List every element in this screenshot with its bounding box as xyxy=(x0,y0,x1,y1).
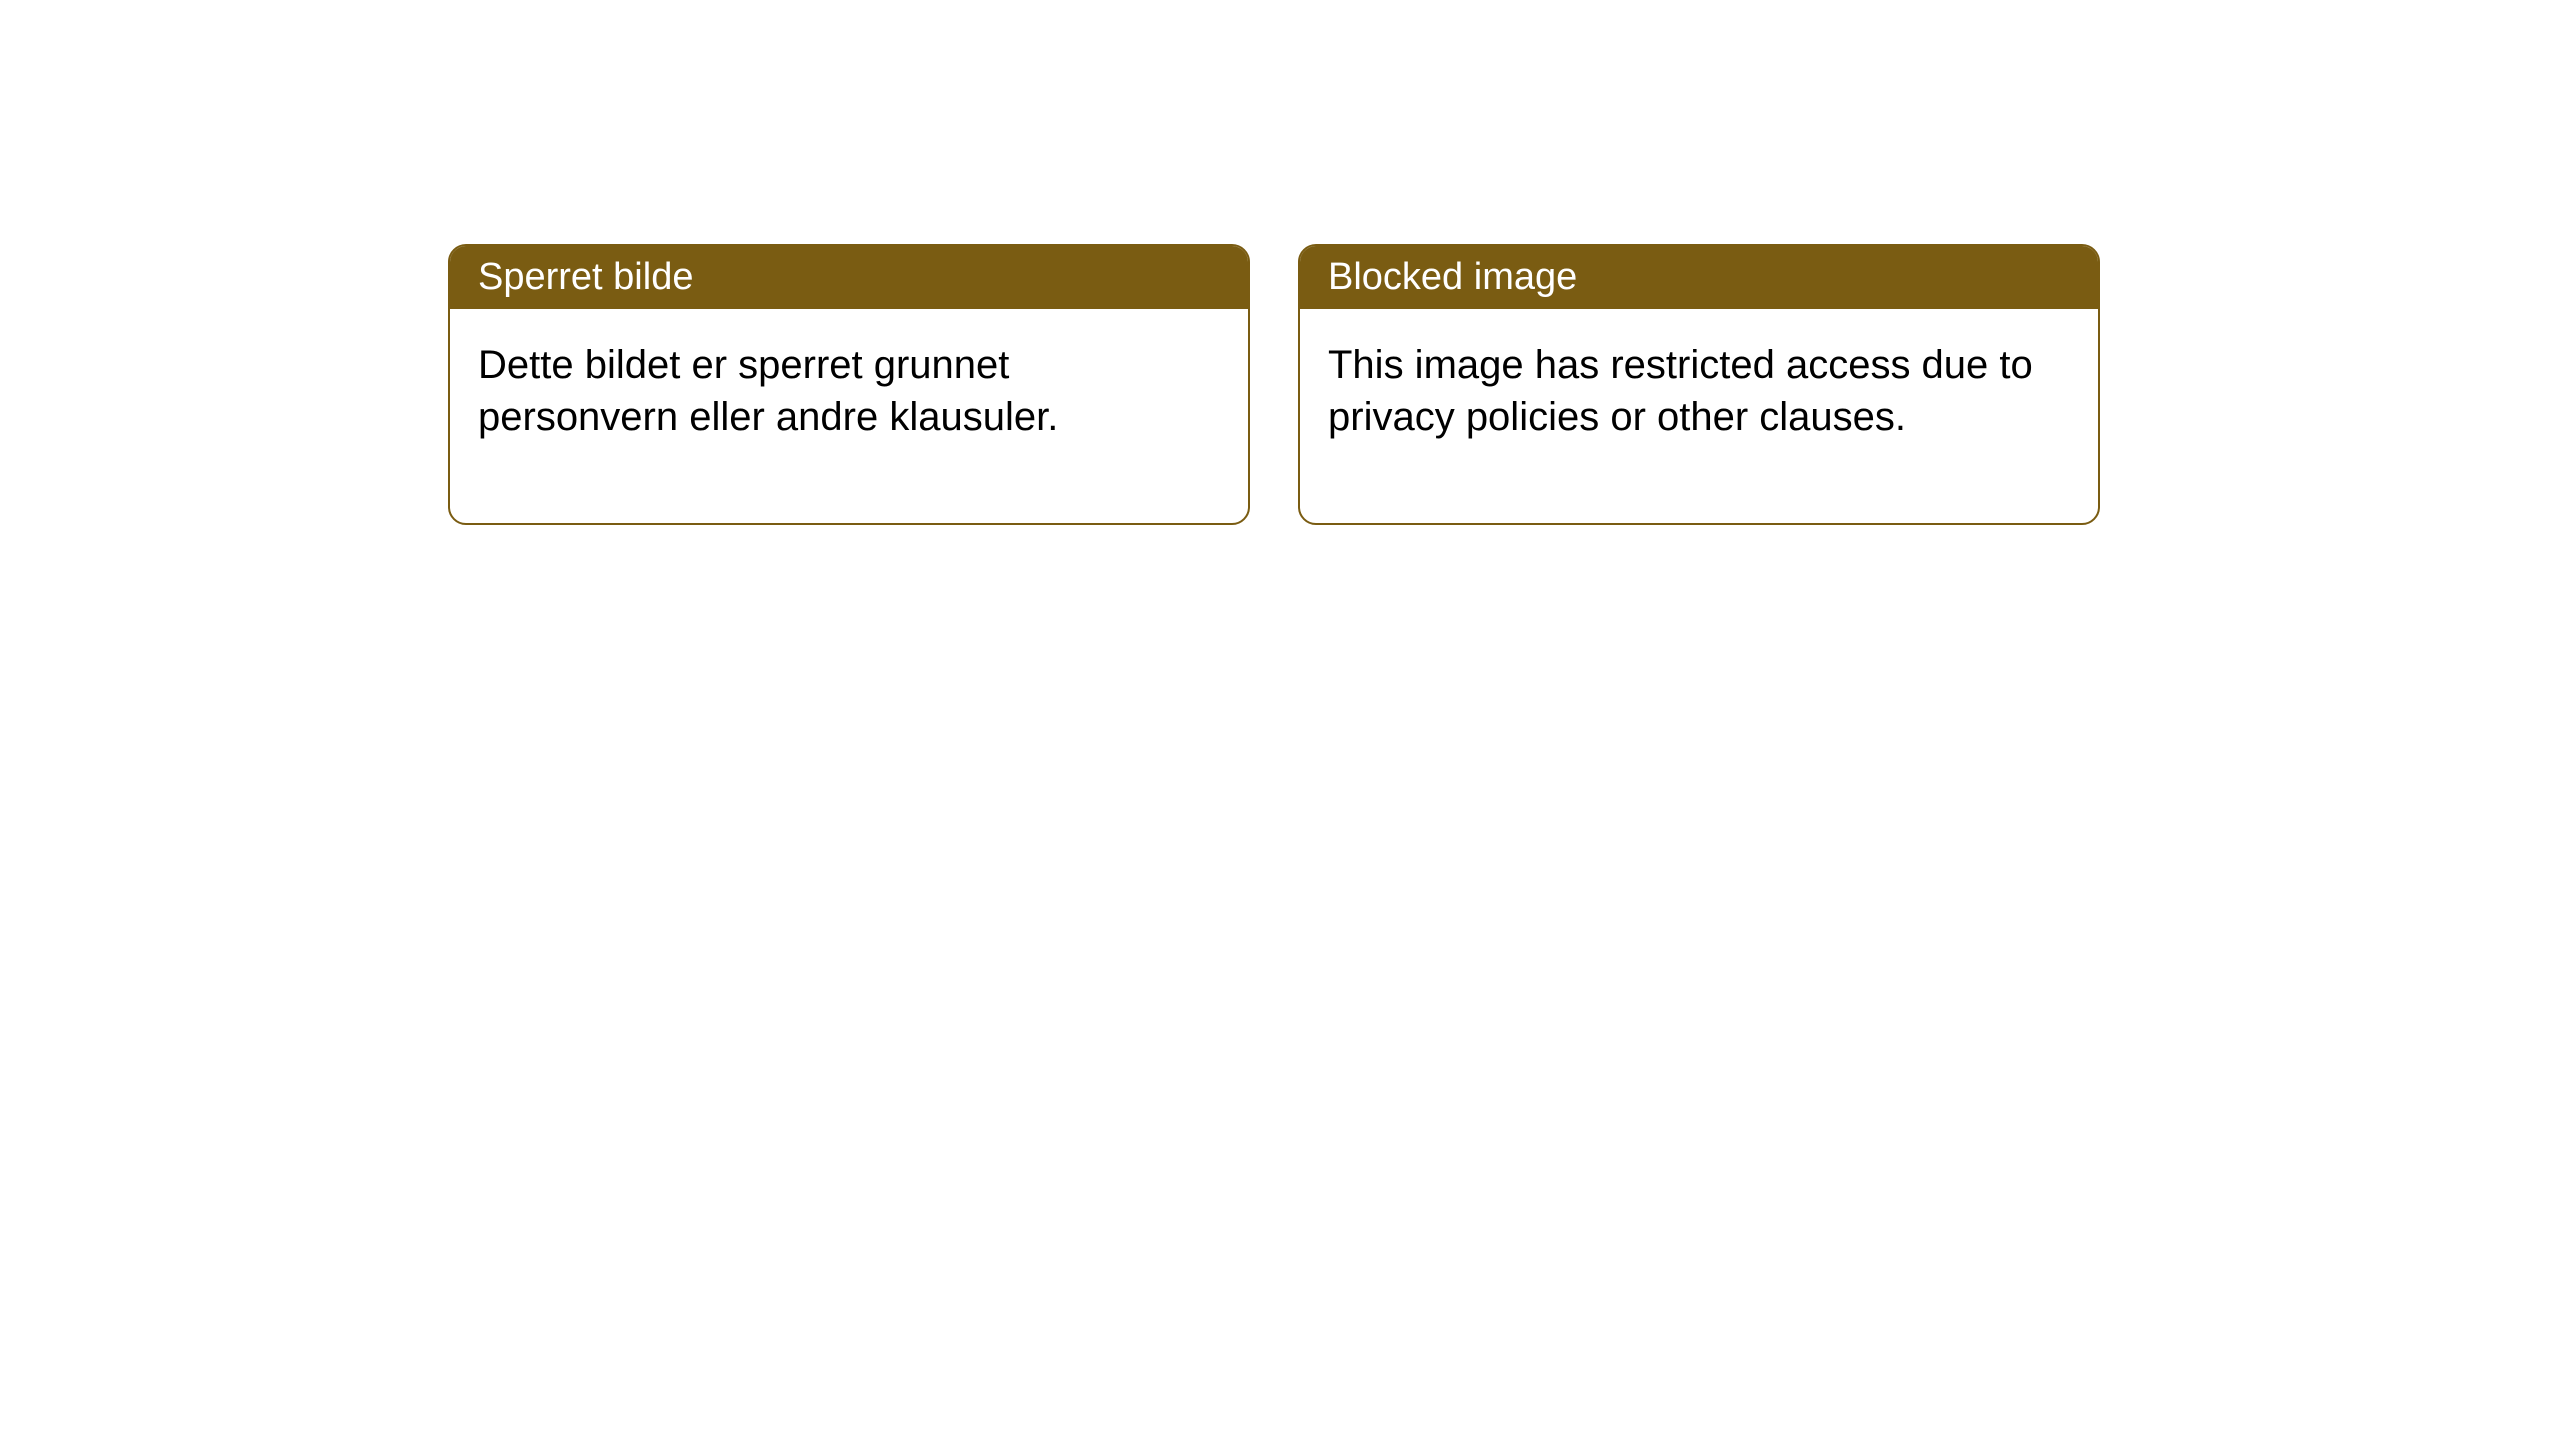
notice-title: Sperret bilde xyxy=(478,256,693,298)
notice-card-norwegian: Sperret bilde Dette bildet er sperret gr… xyxy=(448,244,1250,525)
notice-title: Blocked image xyxy=(1328,256,1577,298)
notice-header: Sperret bilde xyxy=(450,246,1248,309)
notice-body-text: Dette bildet er sperret grunnet personve… xyxy=(478,343,1058,439)
notice-body-text: This image has restricted access due to … xyxy=(1328,343,2033,439)
notice-header: Blocked image xyxy=(1300,246,2098,309)
notice-body: This image has restricted access due to … xyxy=(1300,309,2098,523)
notice-card-english: Blocked image This image has restricted … xyxy=(1298,244,2100,525)
notices-container: Sperret bilde Dette bildet er sperret gr… xyxy=(448,244,2100,525)
notice-body: Dette bildet er sperret grunnet personve… xyxy=(450,309,1248,523)
